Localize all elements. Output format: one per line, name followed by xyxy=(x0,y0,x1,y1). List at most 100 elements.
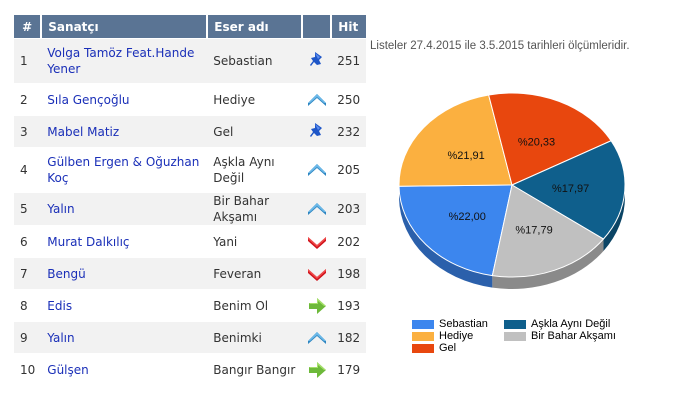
pie-slice-side xyxy=(399,186,493,288)
rank-cell: 7 xyxy=(14,257,42,290)
legend-swatch xyxy=(412,343,434,353)
legend-swatch xyxy=(412,319,434,329)
artist-link[interactable]: Edis xyxy=(47,298,73,313)
hit-cell: 251 xyxy=(331,38,367,84)
pie-chart: %22,00 %21,91 %20,33 %17,97 %17,79 xyxy=(398,92,626,289)
col-header-song: Eser adı xyxy=(207,15,304,39)
legend-item: Hediye xyxy=(412,330,504,342)
artist-cell: Yalın xyxy=(41,192,208,226)
song-cell: Feveran xyxy=(207,257,303,290)
artist-link[interactable]: Yalın xyxy=(47,330,75,345)
rank-cell: 9 xyxy=(14,321,42,354)
hit-cell: 202 xyxy=(331,225,367,258)
col-header-rank: # xyxy=(14,15,43,39)
up-icon xyxy=(306,163,328,177)
legend-swatch xyxy=(412,331,434,341)
song-cell: Sebastian xyxy=(207,38,303,84)
pie-slice-label: %17,79 xyxy=(515,224,552,236)
table-row: 8 Edis Benim Ol 193 xyxy=(14,289,367,322)
artist-link[interactable]: Bengü xyxy=(47,266,86,281)
up-icon xyxy=(306,92,328,106)
legend-label: Bir Bahar Akşamı xyxy=(531,330,616,342)
col-header-trend xyxy=(302,15,333,39)
artist-cell: Sıla Gençoğlu xyxy=(41,83,208,116)
trend-cell xyxy=(302,115,332,148)
legend-item: Sebastian xyxy=(412,318,504,330)
hit-cell: 205 xyxy=(331,147,367,193)
chart-legend: Sebastian Aşkla Aynı Değil Hediye Bir Bahar… xyxy=(412,318,624,354)
legend-item: Aşkla Aynı Değil xyxy=(504,318,624,330)
pie-slice xyxy=(488,92,612,186)
pin-icon xyxy=(306,52,328,68)
artist-link[interactable]: Volga Tamöz Feat.Hande Yener xyxy=(47,46,195,76)
song-cell: Benimki xyxy=(207,321,303,354)
legend-swatch xyxy=(504,319,526,329)
artist-link[interactable]: Mabel Matiz xyxy=(47,124,120,139)
rank-cell: 3 xyxy=(14,115,42,148)
song-cell: Hediye xyxy=(207,83,303,116)
table-row: 4 Gülben Ergen & Oğuzhan Koç Aşkla Aynı De… xyxy=(14,147,367,193)
artist-cell: Gülşen xyxy=(41,353,208,386)
rank-cell: 2 xyxy=(14,83,42,116)
down-icon xyxy=(306,266,328,281)
trend-cell xyxy=(302,353,332,386)
rank-cell: 10 xyxy=(14,353,42,386)
trend-cell xyxy=(302,321,332,354)
pie-slice xyxy=(398,184,513,277)
artist-link[interactable]: Yalın xyxy=(47,202,75,216)
trend-cell xyxy=(302,38,332,84)
table-row: 3 Mabel Matiz Gel 232 xyxy=(14,115,367,148)
period-note: Listeler 27.4.2015 ile 3.5.2015 tarihler… xyxy=(370,40,630,52)
artist-link[interactable]: Gülşen xyxy=(47,362,89,377)
artist-link[interactable]: Sıla Gençoğlu xyxy=(47,92,130,107)
song-cell: Bangır Bangır xyxy=(207,353,303,386)
pie-slice-side xyxy=(603,185,625,252)
rank-cell: 4 xyxy=(14,147,42,193)
artist-cell: Mabel Matiz xyxy=(41,115,208,148)
artist-cell: Gülben Ergen & Oğuzhan Koç xyxy=(41,147,208,193)
pin-icon xyxy=(306,122,328,138)
artist-cell: Bengü xyxy=(41,257,208,290)
hit-cell: 179 xyxy=(331,353,367,386)
table-row: 1 Volga Tamöz Feat.Hande Yener Sebastian 25… xyxy=(14,38,367,84)
trend-cell xyxy=(302,257,332,290)
legend-item: Gel xyxy=(412,342,504,354)
table-row: 7 Bengü Feveran 198 xyxy=(14,257,367,290)
rank-cell: 5 xyxy=(14,192,42,226)
song-cell: Benim Ol xyxy=(207,289,303,322)
table-row: 10 Gülşen Bangır Bangır 179 xyxy=(14,353,367,386)
song-cell: Gel xyxy=(207,115,303,148)
legend-label: Aşkla Aynı Değil xyxy=(531,318,611,330)
up-icon xyxy=(306,330,328,344)
hit-cell: 182 xyxy=(331,321,367,354)
trend-cell xyxy=(302,147,332,193)
table-header-row: # Sanatçı Eser adı Hit xyxy=(14,15,367,39)
down-icon xyxy=(306,234,328,249)
rank-cell: 6 xyxy=(14,225,42,258)
legend-label: Hediye xyxy=(439,330,474,342)
legend-item: Bir Bahar Akşamı xyxy=(504,330,624,342)
pie-slice-label: %17,97 xyxy=(552,183,589,195)
hit-cell: 232 xyxy=(331,115,367,148)
pie-slice-label: %21,91 xyxy=(447,150,484,162)
legend-label: Sebastian xyxy=(439,318,488,330)
artist-cell: Edis xyxy=(41,289,208,322)
artist-link[interactable]: Gülben Ergen & Oğuzhan Koç xyxy=(47,155,200,185)
pie-slice-label: %20,33 xyxy=(518,137,555,149)
trend-cell xyxy=(302,225,332,258)
new-arrow-icon xyxy=(306,297,328,314)
table-row: 2 Sıla Gençoğlu Hediye 250 xyxy=(14,83,367,116)
hit-cell: 250 xyxy=(331,83,367,116)
artist-cell: Volga Tamöz Feat.Hande Yener xyxy=(41,38,208,84)
hit-cell: 198 xyxy=(331,257,367,290)
artist-link[interactable]: Murat Dalkılıç xyxy=(47,234,130,249)
new-arrow-icon xyxy=(306,361,328,378)
song-cell: Aşkla Aynı Değil xyxy=(207,147,303,193)
pie-slice xyxy=(491,184,605,278)
table-row: 5 Yalın Bir Bahar Akşamı 203 xyxy=(14,192,367,226)
hit-cell: 193 xyxy=(331,289,367,322)
pie-slice-label: %22,00 xyxy=(449,211,486,223)
legend-label: Gel xyxy=(439,342,457,354)
pie-slice-side xyxy=(492,239,604,289)
song-cell: Bir Bahar Akşamı xyxy=(207,192,303,226)
